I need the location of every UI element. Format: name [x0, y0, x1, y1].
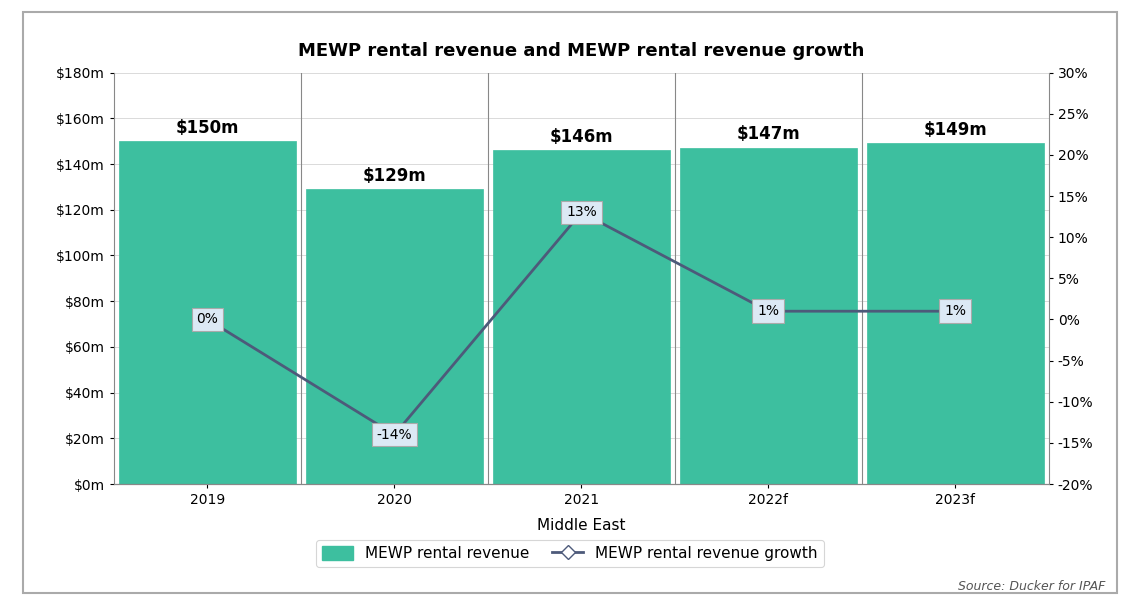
Text: 1%: 1% — [944, 304, 967, 318]
Text: 1%: 1% — [757, 304, 780, 318]
Bar — [492, 150, 670, 484]
Bar — [306, 189, 483, 484]
Bar — [119, 141, 296, 484]
Text: $147m: $147m — [736, 125, 800, 143]
X-axis label: Middle East: Middle East — [537, 518, 626, 533]
Text: $129m: $129m — [363, 166, 426, 185]
Text: 13%: 13% — [567, 206, 596, 220]
Bar — [866, 143, 1044, 484]
Text: $150m: $150m — [176, 119, 239, 137]
Text: 0%: 0% — [196, 312, 219, 327]
Bar — [679, 148, 857, 484]
Text: $146m: $146m — [549, 128, 613, 146]
Text: -14%: -14% — [376, 428, 413, 442]
Text: $149m: $149m — [923, 121, 987, 139]
Text: Source: Ducker for IPAF: Source: Ducker for IPAF — [959, 580, 1106, 593]
Legend: MEWP rental revenue, MEWP rental revenue growth: MEWP rental revenue, MEWP rental revenue… — [316, 540, 824, 567]
Title: MEWP rental revenue and MEWP rental revenue growth: MEWP rental revenue and MEWP rental reve… — [299, 42, 864, 60]
